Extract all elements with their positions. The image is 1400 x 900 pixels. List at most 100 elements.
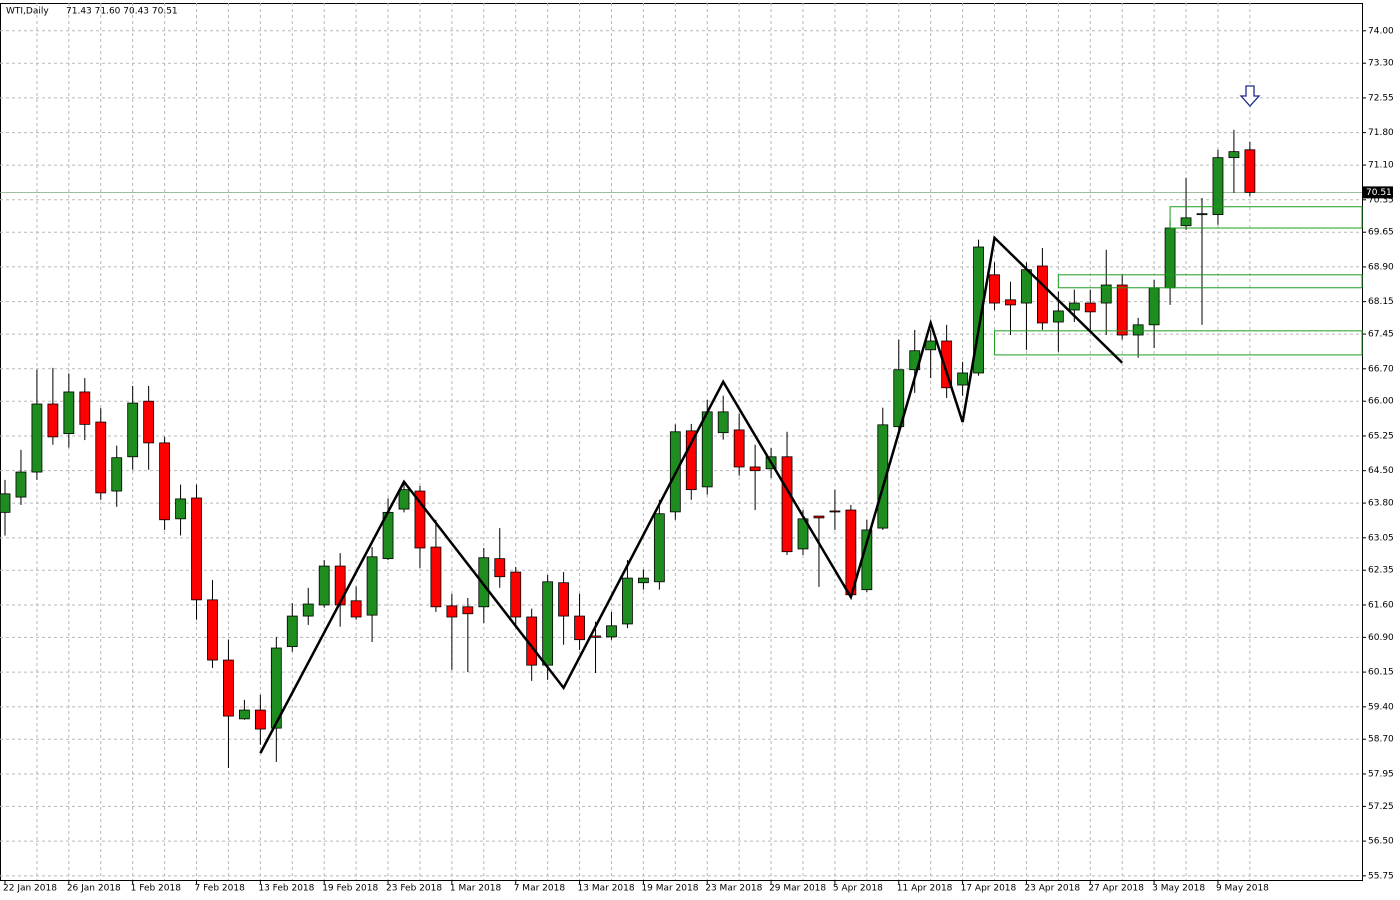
candle-body: [957, 372, 968, 386]
x-tick-label: 11 Apr 2018: [897, 884, 953, 894]
candle-body: [510, 571, 522, 618]
candle-body: [973, 246, 984, 374]
y-tick-label: 58.70: [1368, 735, 1394, 745]
x-tick-label: 1 Mar 2018: [450, 884, 502, 894]
candle-body: [989, 274, 1000, 304]
candle-body: [701, 411, 713, 488]
candle-body: [558, 582, 569, 617]
candle-body: [47, 403, 59, 438]
y-tick-label: 68.15: [1368, 297, 1394, 307]
y-tick-label: 63.80: [1368, 499, 1394, 509]
grid: [0, 3, 1366, 884]
candle-body: [590, 635, 601, 638]
y-tick-label: 72.55: [1368, 93, 1394, 103]
candle-body: [366, 556, 378, 616]
candle-body: [1228, 151, 1240, 159]
candle-body: [1037, 265, 1048, 324]
y-tick-label: 59.40: [1368, 702, 1394, 712]
candle-body: [1164, 227, 1176, 289]
y-tick-label: 57.95: [1368, 769, 1394, 779]
candle-body: [877, 424, 889, 529]
candle-body: [398, 489, 410, 510]
candle-body: [223, 659, 234, 717]
x-tick-label: 1 Feb 2018: [131, 884, 182, 894]
x-tick-label: 9 May 2018: [1216, 884, 1269, 894]
candle-body: [622, 577, 633, 625]
ohlc-label: 71.43 71.60 70.43 70.51: [66, 7, 178, 17]
candle-body: [462, 606, 474, 615]
candle-body: [143, 400, 155, 444]
candle-body: [1196, 213, 1208, 216]
candle-body: [207, 599, 218, 661]
y-tick-label: 64.50: [1368, 466, 1394, 476]
candle-body: [79, 391, 91, 425]
candle-body: [494, 558, 506, 578]
y-tick-label: 71.10: [1368, 161, 1394, 171]
candle-body: [446, 605, 458, 618]
candle-body: [1148, 287, 1160, 326]
candle-body: [302, 603, 314, 617]
y-tick-label: 70.35: [1368, 195, 1394, 205]
x-tick-label: 26 Jan 2018: [67, 884, 121, 894]
candle-body: [813, 515, 825, 519]
candle-body: [350, 600, 362, 618]
x-tick-label: 17 Apr 2018: [961, 884, 1017, 894]
candle-body: [606, 625, 617, 638]
candle-body: [111, 457, 123, 492]
candle-body: [478, 557, 490, 608]
y-tick-label: 67.45: [1368, 330, 1394, 340]
candle-body: [31, 403, 43, 473]
candle-body: [238, 709, 250, 720]
y-tick-label: 66.70: [1368, 364, 1394, 374]
candle-body: [829, 510, 841, 513]
y-tick-label: 69.65: [1368, 228, 1394, 238]
candle-body: [574, 615, 585, 641]
candle-body: [1212, 157, 1224, 216]
candle-body: [270, 647, 282, 729]
candle-body: [414, 490, 426, 549]
candle-body: [1021, 269, 1032, 304]
candle-body: [733, 429, 745, 468]
candle-body: [286, 615, 298, 648]
x-tick-label: 29 Mar 2018: [769, 884, 826, 894]
y-tick-label: 74.00: [1368, 26, 1394, 36]
candle-body: [1132, 324, 1144, 336]
zone: [1057, 274, 1363, 289]
x-tick-label: 23 Mar 2018: [705, 884, 762, 894]
y-tick-label: 57.25: [1368, 802, 1394, 812]
y-tick-label: 60.15: [1368, 668, 1394, 678]
candle-body: [1180, 217, 1192, 227]
chart-title: WTI,Daily: [6, 7, 49, 17]
y-tick-label: 61.60: [1368, 600, 1394, 610]
y-tick-label: 66.00: [1368, 397, 1394, 407]
x-tick-label: 13 Feb 2018: [258, 884, 314, 894]
x-tick-label: 5 Apr 2018: [833, 884, 883, 894]
candle-body: [1100, 284, 1112, 304]
candle-body: [334, 565, 346, 606]
y-tick-label: 71.80: [1368, 128, 1394, 138]
candle-body: [1068, 302, 1080, 311]
y-tick-label: 68.90: [1368, 262, 1394, 272]
x-tick-label: 7 Feb 2018: [195, 884, 246, 894]
y-tick-label: 62.35: [1368, 566, 1394, 576]
x-tick-label: 19 Mar 2018: [641, 884, 698, 894]
candle-body: [15, 471, 27, 498]
candle-body: [797, 518, 809, 550]
y-tick-label: 63.05: [1368, 533, 1394, 543]
candle-body: [1005, 299, 1016, 306]
x-tick-label: 13 Mar 2018: [578, 884, 635, 894]
candle-body: [318, 565, 330, 606]
candle-body: [1116, 284, 1128, 336]
candle-body: [95, 421, 107, 494]
candle-body: [685, 430, 697, 491]
y-tick-label: 73.30: [1368, 59, 1394, 69]
candle-body: [175, 498, 186, 520]
candle-body: [127, 402, 139, 458]
candle-body: [254, 709, 266, 730]
candle-body: [430, 546, 442, 608]
candle-body: [893, 369, 905, 428]
sell-arrow: [1239, 85, 1261, 107]
candle-body: [717, 411, 729, 434]
